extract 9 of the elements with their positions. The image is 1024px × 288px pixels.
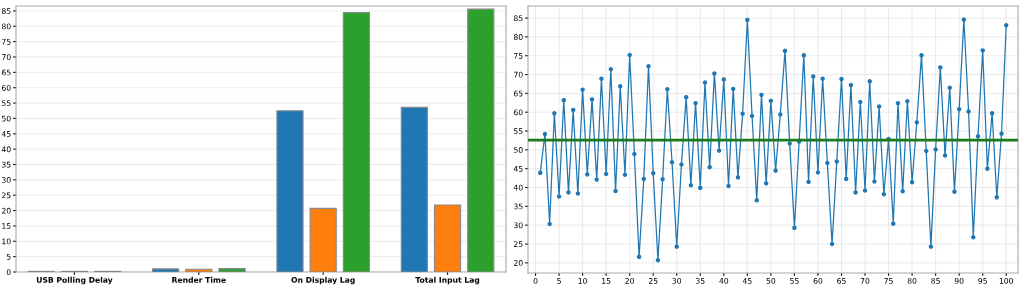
bar (151, 268, 180, 272)
bar (342, 11, 371, 272)
bar (218, 268, 246, 272)
bar (433, 204, 462, 272)
bar (467, 8, 495, 272)
bar (185, 268, 213, 272)
bar (309, 207, 337, 272)
bar (276, 110, 304, 272)
bar (400, 106, 428, 272)
